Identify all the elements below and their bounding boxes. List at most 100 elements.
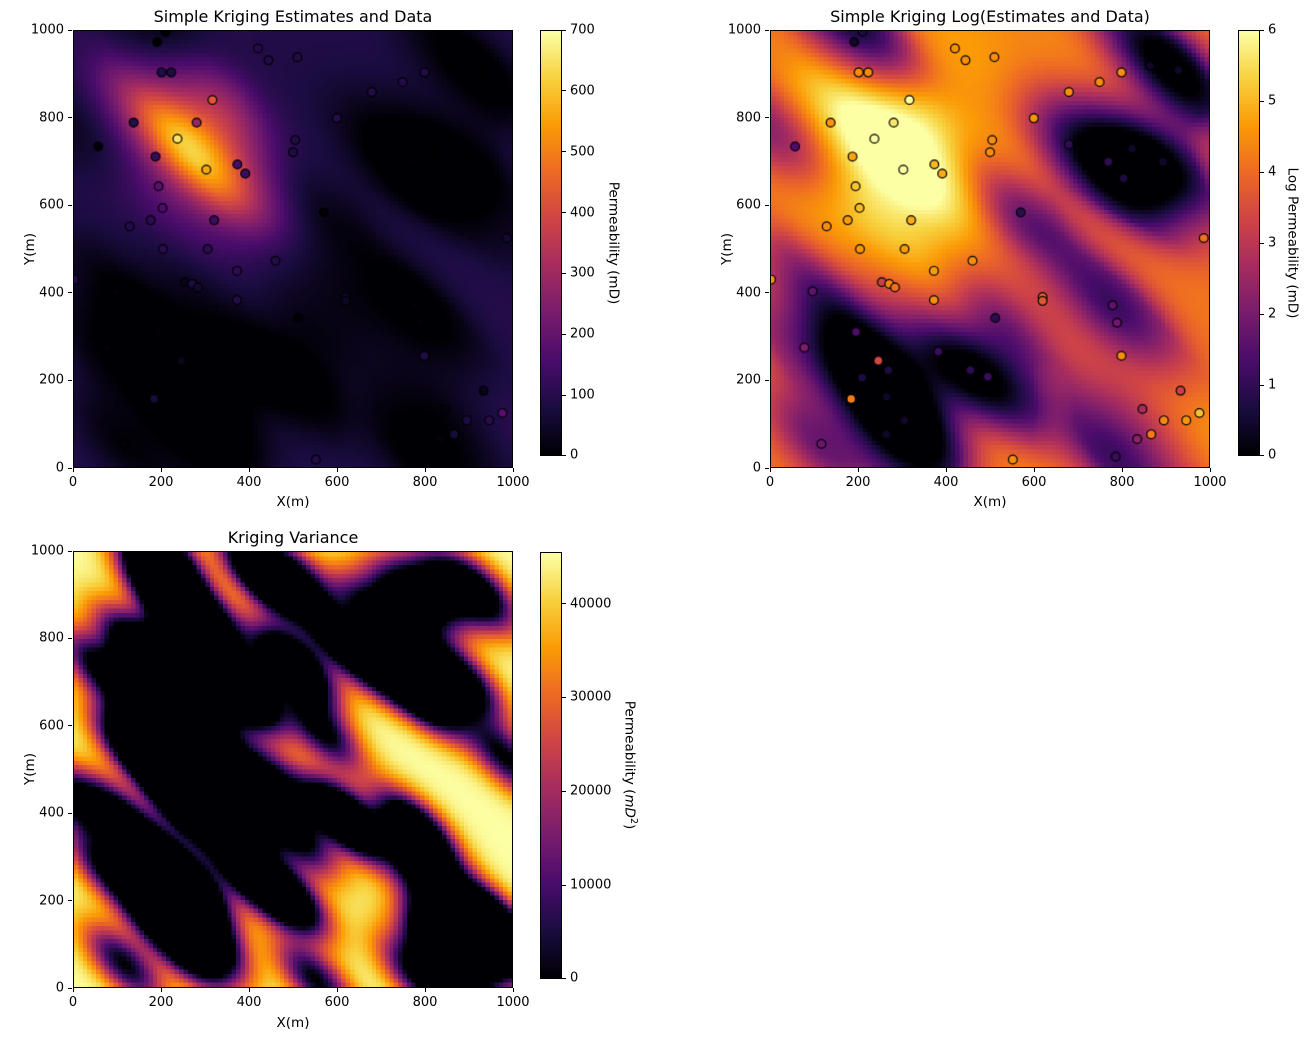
x-tick-label: 200 xyxy=(148,475,174,490)
colorbar-tick-label: 40000 xyxy=(570,596,612,612)
x-tick-label: 800 xyxy=(1109,475,1135,490)
estimates-x-axis-label: X(m) xyxy=(276,494,310,510)
y-tick-label: 0 xyxy=(752,460,761,476)
colorbar-tick-mark xyxy=(562,884,566,886)
y-tick-label: 1000 xyxy=(30,22,64,38)
colorbar-tick-label: 4 xyxy=(1268,164,1277,180)
y-tick-mark xyxy=(68,900,72,902)
x-tick-mark xyxy=(769,468,771,472)
colorbar-tick-label: 10000 xyxy=(570,877,612,893)
colorbar-tick-mark xyxy=(562,394,566,396)
variance-colorbar-gradient xyxy=(541,553,561,978)
log-estimates-plot-area xyxy=(770,30,1210,468)
y-tick-label: 600 xyxy=(736,197,761,213)
y-tick-mark xyxy=(765,117,769,119)
colorbar-tick-mark xyxy=(1260,313,1264,315)
colorbar-tick-label: 2 xyxy=(1268,306,1277,322)
variance-x-axis-label: X(m) xyxy=(276,1015,310,1031)
estimates-data-points xyxy=(74,31,512,467)
x-tick-label: 600 xyxy=(1021,475,1047,490)
y-tick-label: 200 xyxy=(736,372,761,388)
x-tick-label: 1000 xyxy=(496,475,530,490)
y-tick-label: 600 xyxy=(39,718,64,734)
y-tick-mark xyxy=(68,29,72,31)
colorbar-tick-mark xyxy=(1260,454,1264,456)
x-tick-label: 200 xyxy=(148,995,174,1010)
colorbar-tick-mark xyxy=(562,790,566,792)
y-tick-label: 0 xyxy=(55,460,64,476)
y-tick-mark xyxy=(68,637,72,639)
y-tick-mark xyxy=(765,292,769,294)
log-estimates-title: Simple Kriging Log(Estimates and Data) xyxy=(830,7,1150,26)
estimates-colorbar xyxy=(540,30,562,456)
colorbar-tick-label: 400 xyxy=(570,205,595,221)
estimates-colorbar-label: Permeability (mD) xyxy=(605,181,622,305)
x-tick-label: 1000 xyxy=(1193,475,1227,490)
colorbar-tick-mark xyxy=(562,90,566,92)
x-tick-mark xyxy=(512,468,514,472)
x-tick-label: 800 xyxy=(412,475,438,490)
estimates-plot-area xyxy=(73,30,513,468)
x-tick-mark xyxy=(248,468,250,472)
x-tick-label: 1000 xyxy=(496,995,530,1010)
x-tick-mark xyxy=(248,988,250,992)
x-tick-label: 0 xyxy=(765,475,775,490)
colorbar-tick-mark xyxy=(1260,171,1264,173)
y-tick-label: 800 xyxy=(39,630,64,646)
colorbar-tick-mark xyxy=(562,454,566,456)
y-tick-mark xyxy=(68,117,72,119)
colorbar-tick-label: 1 xyxy=(1268,377,1277,393)
colorbar-tick-label: 0 xyxy=(1268,447,1277,463)
colorbar-tick-mark xyxy=(562,333,566,335)
estimates-y-axis-label: Y(m) xyxy=(22,233,38,265)
variance-heatmap-image xyxy=(74,552,512,987)
y-tick-label: 600 xyxy=(39,197,64,213)
y-tick-mark xyxy=(68,204,72,206)
colorbar-tick-label: 600 xyxy=(570,83,595,99)
x-tick-mark xyxy=(424,988,426,992)
variance-title: Kriging Variance xyxy=(227,528,359,547)
colorbar-tick-label: 30000 xyxy=(570,689,612,705)
colorbar-tick-label: 20000 xyxy=(570,783,612,799)
x-tick-mark xyxy=(72,988,74,992)
x-tick-mark xyxy=(857,468,859,472)
x-tick-mark xyxy=(160,988,162,992)
y-tick-mark xyxy=(68,987,72,989)
colorbar-tick-mark xyxy=(562,977,566,979)
x-tick-mark xyxy=(424,468,426,472)
colorbar-tick-label: 100 xyxy=(570,387,595,403)
x-tick-label: 400 xyxy=(236,475,262,490)
x-tick-label: 400 xyxy=(933,475,959,490)
colorbar-tick-mark xyxy=(562,29,566,31)
y-tick-label: 400 xyxy=(736,285,761,301)
y-tick-mark xyxy=(765,204,769,206)
x-tick-mark xyxy=(160,468,162,472)
log-estimates-x-axis-label: X(m) xyxy=(973,494,1007,510)
colorbar-tick-mark xyxy=(1260,29,1264,31)
y-tick-label: 200 xyxy=(39,372,64,388)
colorbar-tick-label: 700 xyxy=(570,22,595,38)
y-tick-mark xyxy=(68,550,72,552)
colorbar-tick-mark xyxy=(562,696,566,698)
colorbar-tick-mark xyxy=(1260,100,1264,102)
y-tick-label: 1000 xyxy=(727,22,761,38)
variance-colorbar xyxy=(540,552,562,979)
x-tick-mark xyxy=(1209,468,1211,472)
y-tick-label: 1000 xyxy=(30,543,64,559)
colorbar-tick-label: 300 xyxy=(570,265,595,281)
y-tick-label: 800 xyxy=(39,110,64,126)
x-tick-label: 600 xyxy=(324,475,350,490)
x-tick-label: 200 xyxy=(845,475,871,490)
colorbar-tick-mark xyxy=(562,151,566,153)
log-estimates-data-points xyxy=(771,31,1209,467)
y-tick-label: 800 xyxy=(736,110,761,126)
colorbar-tick-mark xyxy=(1260,384,1264,386)
x-tick-label: 800 xyxy=(412,995,438,1010)
variance-plot-area xyxy=(73,551,513,988)
y-tick-label: 400 xyxy=(39,285,64,301)
variance-y-axis-label: Y(m) xyxy=(22,753,38,785)
colorbar-tick-mark xyxy=(1260,242,1264,244)
log-estimates-colorbar-label: Log Permeability (mD) xyxy=(1284,167,1301,319)
y-tick-mark xyxy=(68,812,72,814)
x-tick-mark xyxy=(945,468,947,472)
